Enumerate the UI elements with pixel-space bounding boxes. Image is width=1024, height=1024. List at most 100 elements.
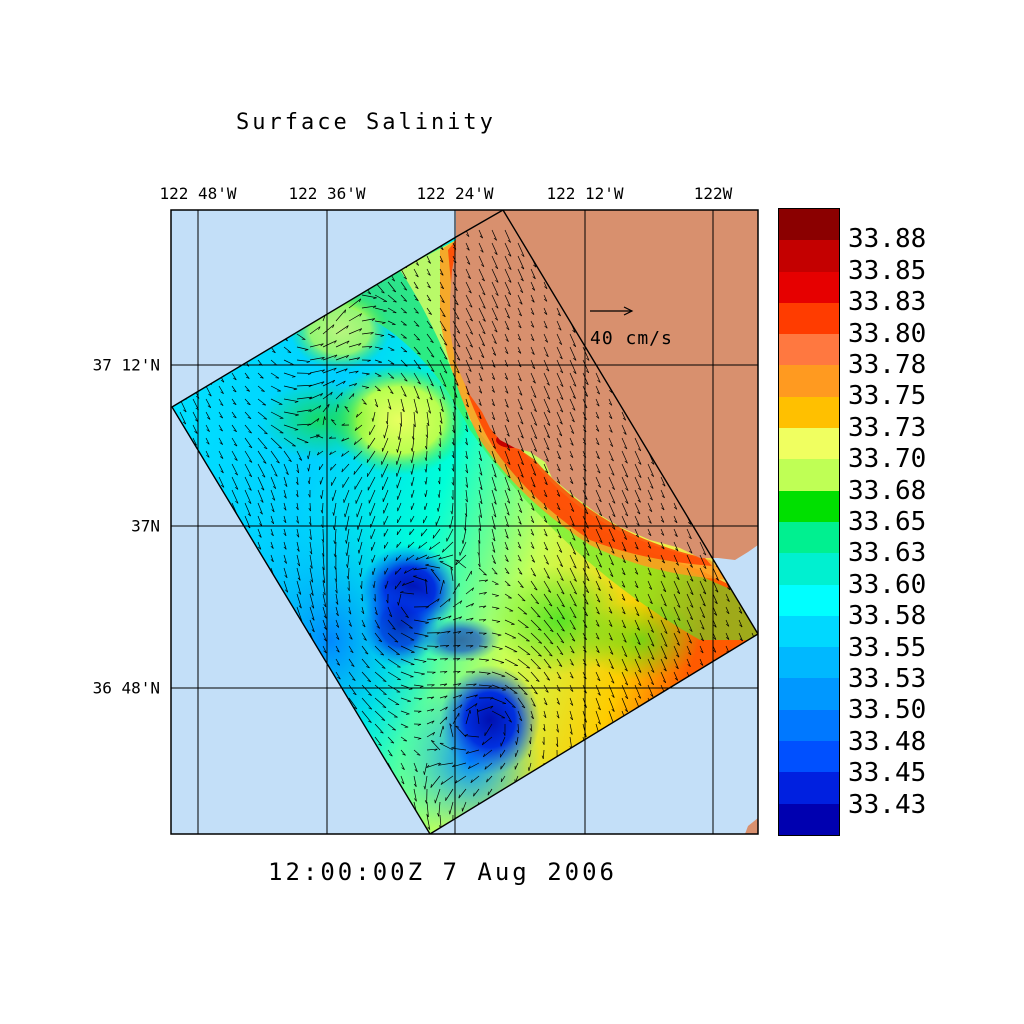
velocity-vector-head — [220, 391, 224, 394]
velocity-vector — [372, 567, 376, 576]
velocity-vector-head — [456, 330, 461, 334]
velocity-vector-head — [278, 446, 282, 449]
velocity-vector — [411, 502, 415, 510]
velocity-vector — [478, 591, 487, 595]
velocity-vector-head — [675, 548, 679, 552]
velocity-vector — [354, 424, 363, 431]
velocity-vector-head — [471, 603, 474, 607]
colorbar-swatch — [779, 302, 839, 335]
velocity-vector — [270, 424, 284, 434]
velocity-vector-head — [418, 698, 423, 701]
velocity-vector — [608, 515, 616, 530]
velocity-vector-head — [334, 354, 338, 358]
velocity-vector — [426, 554, 441, 560]
velocity-vector-head — [609, 624, 613, 627]
velocity-vector-head — [531, 546, 535, 549]
velocity-vector-head — [436, 632, 441, 635]
velocity-vector — [384, 424, 389, 439]
velocity-vector-head — [570, 431, 575, 434]
velocity-vector — [452, 683, 462, 686]
velocity-vector — [283, 424, 299, 431]
velocity-vector-head — [183, 838, 186, 840]
velocity-vector — [686, 567, 694, 582]
velocity-vector — [462, 528, 467, 544]
velocity-vector — [465, 749, 480, 754]
velocity-vector — [556, 567, 564, 581]
velocity-vector-head — [610, 666, 614, 670]
velocity-vector-head — [195, 836, 198, 838]
velocity-vector-head — [313, 838, 316, 840]
velocity-vector — [647, 502, 653, 512]
velocity-vector-head — [703, 579, 707, 582]
velocity-vector — [543, 385, 551, 400]
velocity-vector-head — [638, 462, 642, 465]
colorbar-swatch — [779, 209, 839, 241]
velocity-vector-head — [586, 566, 590, 569]
velocity-vector — [366, 450, 376, 463]
velocity-vector-head — [330, 391, 333, 396]
velocity-vector — [660, 567, 666, 578]
velocity-vector-head — [429, 326, 433, 329]
velocity-vector — [465, 424, 469, 432]
velocity-vector — [491, 255, 499, 269]
velocity-vector — [491, 450, 497, 464]
velocity-vector-head — [650, 694, 654, 697]
velocity-vector-head — [420, 532, 423, 537]
velocity-vector — [465, 703, 478, 712]
velocity-vector-head — [321, 357, 325, 360]
velocity-vector-head — [272, 350, 276, 354]
velocity-vector — [439, 630, 451, 634]
velocity-vector — [348, 313, 362, 322]
velocity-vector-head — [479, 457, 482, 461]
velocity-vector-head — [533, 461, 537, 464]
velocity-vector-head — [401, 408, 405, 413]
velocity-vector — [335, 619, 340, 628]
velocity-vector — [556, 554, 563, 567]
velocity-vector — [452, 616, 462, 621]
velocity-vector-head — [478, 415, 482, 419]
velocity-vector-head — [702, 552, 707, 556]
velocity-vector-head — [381, 322, 386, 324]
velocity-vector-head — [715, 577, 719, 581]
velocity-vector — [334, 528, 337, 544]
velocity-vector-head — [541, 755, 544, 759]
velocity-vector — [582, 593, 589, 605]
velocity-vector-head — [690, 604, 694, 608]
velocity-vector — [400, 619, 413, 629]
velocity-vector-head — [571, 836, 573, 839]
velocity-vector — [425, 489, 428, 497]
velocity-vector — [556, 528, 562, 539]
velocity-vector-head — [532, 704, 536, 707]
velocity-vector-head — [410, 459, 413, 464]
velocity-vector-head — [430, 696, 435, 700]
velocity-vector — [569, 710, 573, 721]
velocity-vector — [439, 644, 449, 647]
velocity-vector — [283, 398, 299, 402]
velocity-vector — [491, 372, 496, 380]
velocity-vector-head — [524, 626, 529, 629]
velocity-vector-head — [542, 741, 545, 745]
velocity-vector — [348, 697, 358, 710]
velocity-vector — [296, 463, 300, 473]
velocity-vector — [437, 502, 441, 512]
velocity-vector — [458, 788, 467, 799]
velocity-vector — [595, 528, 603, 543]
velocity-vector — [634, 489, 641, 503]
velocity-vector — [426, 748, 438, 751]
velocity-vector — [504, 307, 511, 319]
velocity-vector — [296, 554, 301, 567]
velocity-vector — [374, 697, 387, 708]
velocity-vector-head — [309, 551, 313, 555]
velocity-vector — [595, 437, 600, 446]
velocity-vector — [270, 502, 275, 513]
velocity-vector — [400, 307, 407, 314]
velocity-vector-head — [478, 563, 481, 568]
velocity-vector-head — [298, 591, 302, 595]
velocity-vector — [426, 398, 431, 414]
velocity-vector-head — [476, 708, 480, 713]
velocity-vector — [394, 567, 402, 575]
velocity-vector — [231, 463, 239, 476]
velocity-vector — [361, 593, 364, 602]
velocity-vector-head — [609, 586, 613, 589]
velocity-vector — [595, 502, 603, 517]
